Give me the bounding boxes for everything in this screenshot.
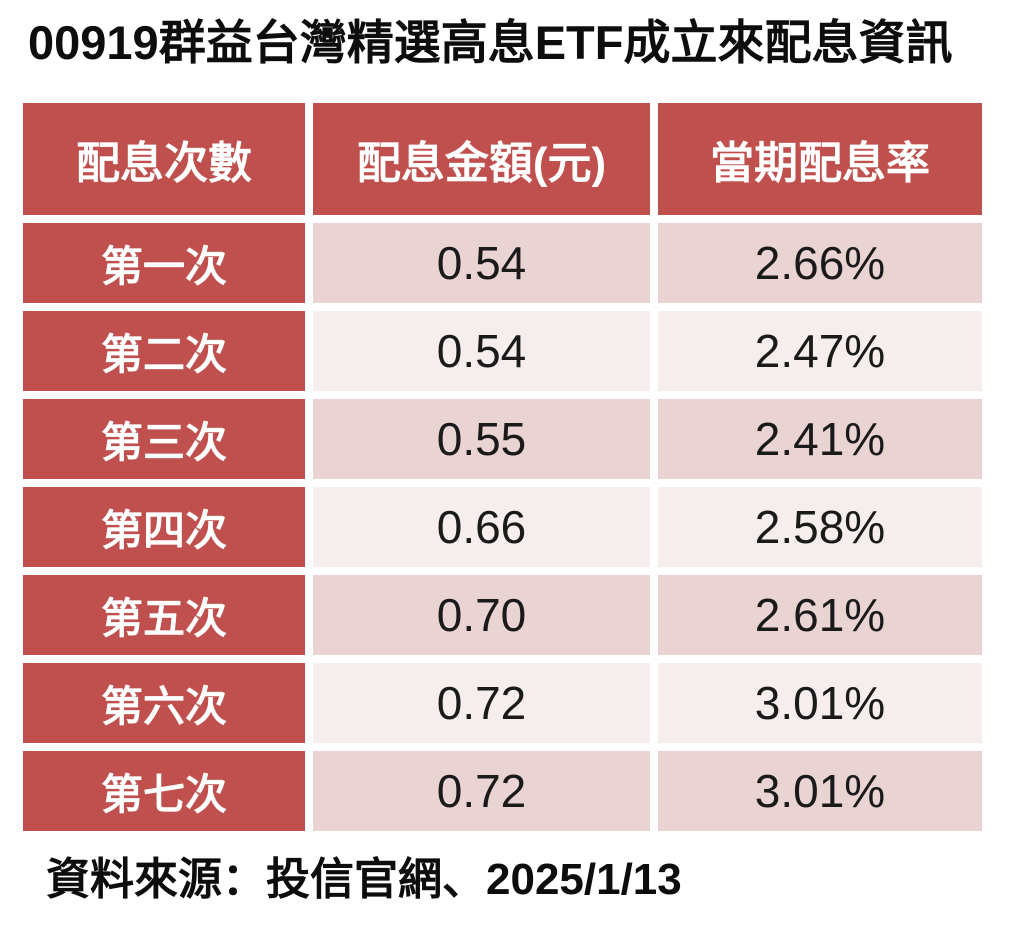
- header-cell-dividend-amount: 配息金額(元): [313, 103, 650, 215]
- amount-cell: 0.54: [313, 223, 650, 303]
- row-label-cell: 第六次: [23, 663, 305, 743]
- header-cell-dividend-count: 配息次數: [23, 103, 305, 215]
- rate-cell: 2.58%: [658, 487, 982, 567]
- rate-cell: 3.01%: [658, 751, 982, 831]
- amount-cell: 0.72: [313, 663, 650, 743]
- source-note: 資料來源：投信官網、2025/1/13: [46, 855, 682, 904]
- row-label-cell: 第五次: [23, 575, 305, 655]
- header-cell-dividend-yield: 當期配息率: [658, 103, 982, 215]
- page-title: 00919群益台灣精選高息ETF成立來配息資訊: [28, 16, 953, 69]
- row-label-cell: 第三次: [23, 399, 305, 479]
- dividend-table: 配息次數 配息金額(元) 當期配息率 第一次 0.54 2.66% 第二次 0.…: [23, 103, 982, 831]
- rate-cell: 2.66%: [658, 223, 982, 303]
- amount-cell: 0.66: [313, 487, 650, 567]
- amount-cell: 0.54: [313, 311, 650, 391]
- amount-cell: 0.70: [313, 575, 650, 655]
- rate-cell: 3.01%: [658, 663, 982, 743]
- amount-cell: 0.55: [313, 399, 650, 479]
- row-label-cell: 第二次: [23, 311, 305, 391]
- rate-cell: 2.47%: [658, 311, 982, 391]
- amount-cell: 0.72: [313, 751, 650, 831]
- row-label-cell: 第一次: [23, 223, 305, 303]
- rate-cell: 2.61%: [658, 575, 982, 655]
- row-label-cell: 第四次: [23, 487, 305, 567]
- row-label-cell: 第七次: [23, 751, 305, 831]
- rate-cell: 2.41%: [658, 399, 982, 479]
